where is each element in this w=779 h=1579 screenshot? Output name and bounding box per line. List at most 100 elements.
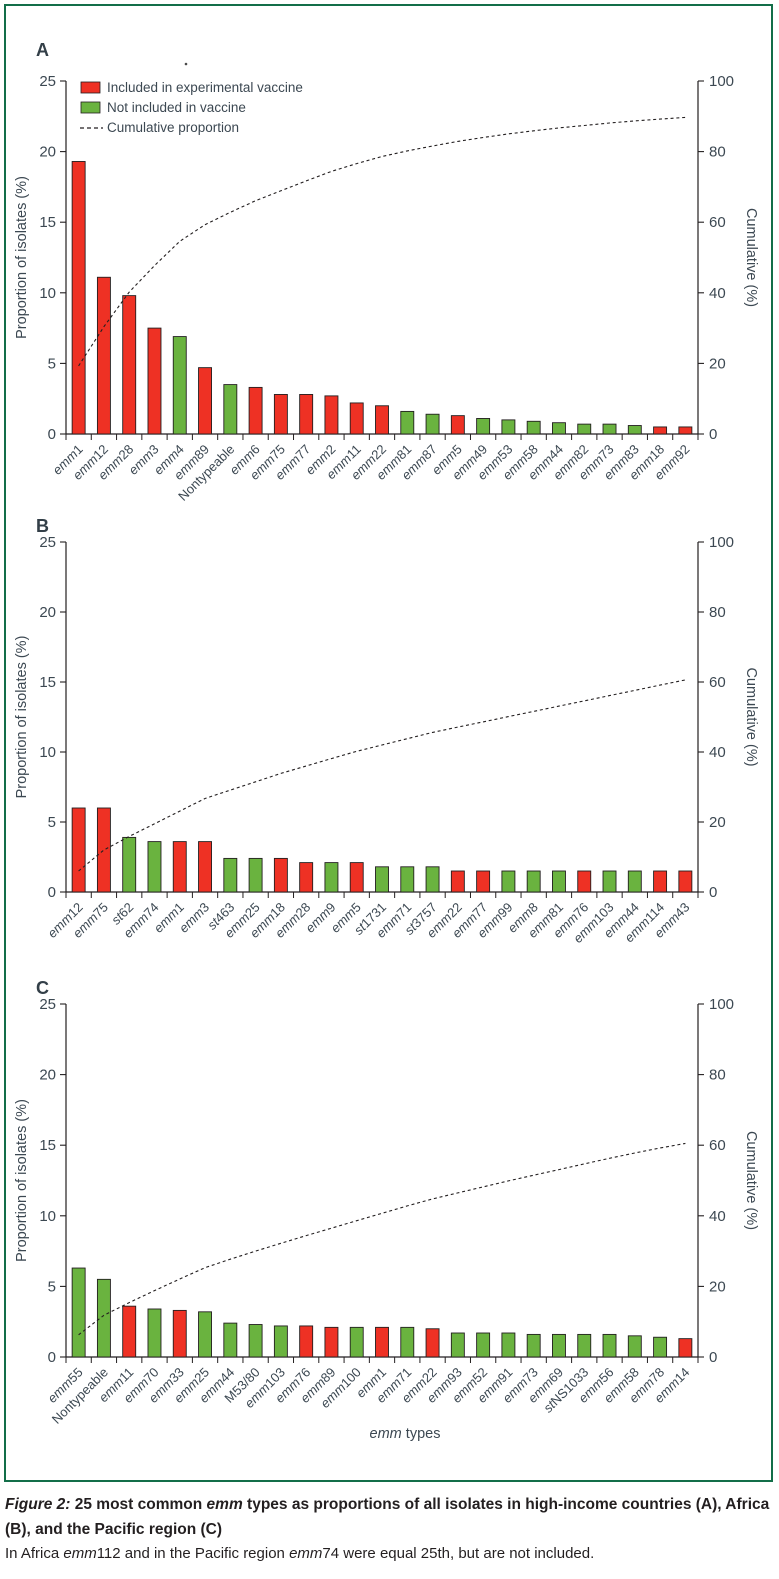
bar-emm58 — [627, 1335, 642, 1358]
bar-emm74 — [147, 841, 162, 893]
bar-emm22 — [425, 1328, 440, 1358]
y-tick-label: 10 — [39, 744, 56, 761]
y2-tick-label: 20 — [709, 1278, 726, 1295]
bar-emm11 — [349, 402, 364, 435]
bar-emm14 — [678, 1338, 693, 1358]
stray-dot-artifact — [184, 62, 188, 66]
axes-A: 0 5 10 15 20 25 0 20 40 60 80 100 — [39, 73, 734, 443]
bar-emm75 — [96, 807, 111, 893]
y-tick-label: 20 — [39, 604, 56, 621]
y-tick-label: 10 — [39, 1208, 56, 1225]
bar-emm73 — [526, 1333, 541, 1358]
bar-emm76 — [299, 1325, 314, 1358]
legend-swatch-green-fill — [80, 101, 101, 114]
bar-emm92 — [678, 426, 693, 435]
bars-C — [71, 1267, 693, 1358]
y2-tick-label: 60 — [709, 1137, 726, 1154]
bar-emm103 — [602, 870, 617, 893]
bar-emm25 — [248, 857, 263, 893]
bar-emm73 — [602, 423, 617, 435]
bar-emm77 — [299, 394, 314, 435]
cumulative-line-A — [78, 116, 686, 367]
caption-title: Figure 2: 25 most common emm types as pr… — [5, 1496, 770, 1539]
y-tick-label: 25 — [39, 996, 56, 1013]
figure-caption: Figure 2: 25 most common emm types as pr… — [5, 1492, 773, 1565]
y2-tick-label: 20 — [709, 355, 726, 372]
bar-emm5 — [349, 862, 364, 893]
y2-tick-label: 40 — [709, 1208, 726, 1225]
y-tick-label: 0 — [48, 426, 56, 443]
y2-tick-label: 100 — [709, 73, 734, 90]
bar-emm55 — [71, 1267, 86, 1358]
bar-emm6 — [248, 386, 263, 435]
bar-emm28 — [122, 295, 137, 435]
bar-emm9 — [324, 862, 339, 893]
legend-label: Included in experimental vaccine — [107, 80, 303, 95]
y2-tick-label: 0 — [709, 884, 717, 901]
y2-tick-label: 60 — [709, 674, 726, 691]
bar-emm52 — [476, 1332, 491, 1358]
y-tick-label: 20 — [39, 144, 56, 161]
bar-emm12 — [71, 807, 86, 893]
panel-letter-A: A — [36, 40, 49, 60]
bar-emm3 — [198, 841, 212, 893]
panel-letter-C: C — [36, 978, 49, 998]
bar-emm3 — [147, 327, 162, 435]
bar-emm18 — [653, 426, 668, 435]
bar-M53/80 — [248, 1324, 263, 1358]
y2-tick-label: 0 — [709, 426, 717, 443]
cumulative-line-C — [78, 1142, 686, 1336]
bar-Nontypeable — [223, 384, 238, 435]
y2-tick-label: 100 — [709, 534, 734, 551]
y-tick-label: 0 — [48, 1349, 56, 1366]
bar-st62 — [122, 836, 137, 893]
y-tick-label: 20 — [39, 1067, 56, 1084]
bar-emm114 — [653, 870, 668, 893]
bar-emm2 — [324, 395, 339, 435]
bars-A — [71, 161, 693, 435]
bar-emm25 — [198, 1311, 212, 1358]
bar-Nontypeable — [96, 1278, 111, 1358]
y-tick-label: 5 — [48, 1278, 56, 1295]
bar-emm93 — [450, 1332, 465, 1358]
bar-emm82 — [577, 423, 592, 435]
bar-emm28 — [299, 862, 314, 893]
bar-emm12 — [96, 276, 111, 435]
bar-emm44 — [552, 422, 566, 435]
bar-emm22 — [450, 870, 465, 893]
bar-emm1 — [71, 161, 86, 435]
y2-axis-title-C: Cumulative (%) — [743, 1131, 759, 1230]
bar-emm4 — [172, 336, 187, 435]
y2-tick-label: 80 — [709, 604, 726, 621]
x-label-emm76: emm76 — [272, 1365, 313, 1406]
bar-emm53 — [501, 419, 516, 435]
y-axis-title-B: Proportion of isolates (%) — [14, 636, 30, 799]
bar-stNS1033 — [577, 1333, 592, 1358]
x-labels-C: emm55Nontypeableemm11emm70emm33emm25emm4… — [44, 1365, 692, 1427]
bar-emm89 — [324, 1326, 339, 1358]
y-tick-label: 15 — [39, 214, 56, 231]
bar-emm58 — [526, 420, 541, 435]
bar-emm1 — [172, 841, 187, 893]
figure-frame: A 0 5 10 15 20 25 0 20 40 60 80 100 emm1 emm12 emm28 emm… — [4, 4, 773, 1482]
y-axis-title-A: Proportion of isolates (%) — [14, 176, 30, 339]
y2-tick-label: 100 — [709, 996, 734, 1013]
bar-emm11 — [122, 1305, 137, 1358]
bar-st3757 — [425, 866, 440, 893]
cumulative-line-B — [78, 679, 686, 872]
axes-B: 0 5 10 15 20 25 0 20 40 60 80 100 — [39, 534, 734, 901]
legend-label: Cumulative proportion — [107, 120, 239, 135]
bar-st1731 — [375, 866, 389, 893]
bar-emm83 — [627, 425, 642, 435]
y-tick-label: 25 — [39, 534, 56, 551]
bar-emm22 — [375, 405, 389, 435]
bar-emm81 — [400, 410, 415, 435]
bar-emm1 — [375, 1326, 389, 1358]
bar-emm44 — [627, 870, 642, 893]
bar-emm5 — [450, 415, 465, 435]
bar-emm71 — [400, 866, 415, 893]
y-tick-label: 10 — [39, 285, 56, 302]
bar-emm8 — [526, 870, 541, 893]
y2-tick-label: 40 — [709, 285, 726, 302]
